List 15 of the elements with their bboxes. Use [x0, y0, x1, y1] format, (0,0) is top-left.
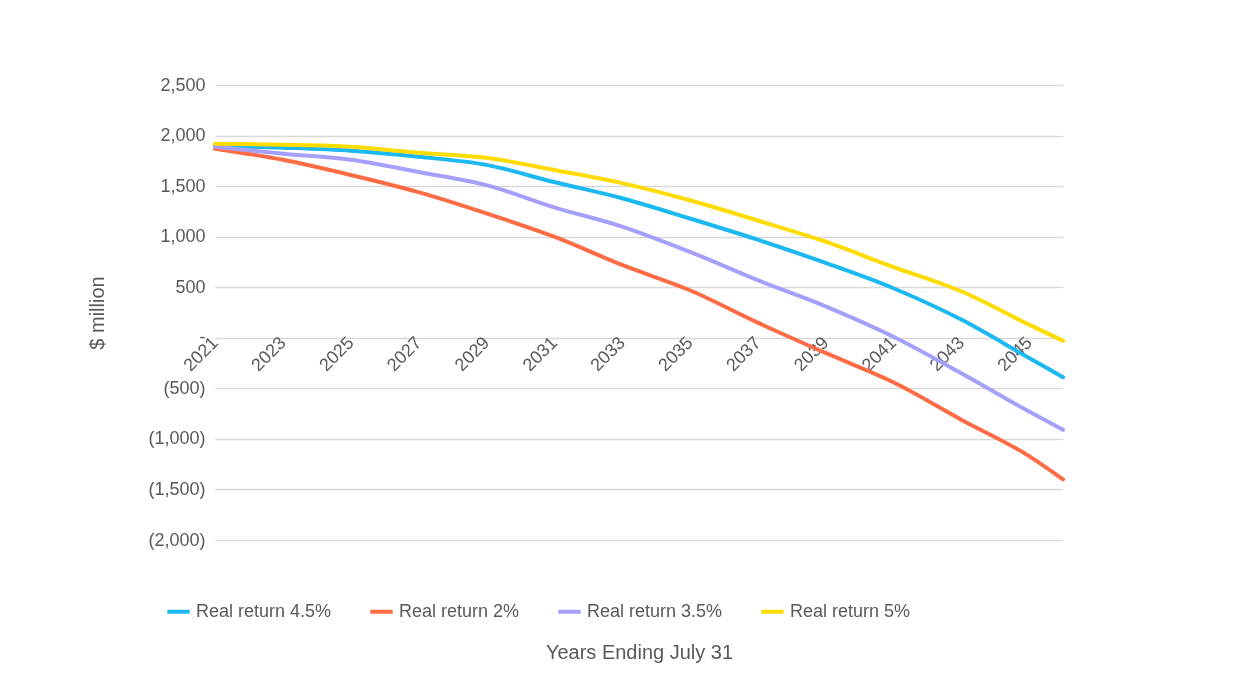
- legend-label: Real return 3.5%: [587, 600, 723, 621]
- y-tick-label: 2,000: [160, 125, 206, 146]
- y-tick-label: 2,500: [160, 74, 206, 95]
- y-tick-label: 500: [175, 276, 206, 297]
- legend-label: Real return 5%: [790, 600, 911, 621]
- y-tick-label: (1,500): [148, 478, 206, 499]
- y-tick-label: (1,000): [148, 428, 206, 449]
- y-tick-label: 1,000: [160, 226, 206, 247]
- y-axis-title: $ million: [86, 276, 109, 350]
- legend-label: Real return 4.5%: [196, 600, 332, 621]
- legend-label: Real return 2%: [399, 600, 520, 621]
- y-tick-label: (500): [163, 377, 206, 398]
- y-tick-label: 1,500: [160, 175, 206, 196]
- x-axis-title: Years Ending July 31: [545, 640, 734, 663]
- y-tick-label: (2,000): [148, 529, 206, 550]
